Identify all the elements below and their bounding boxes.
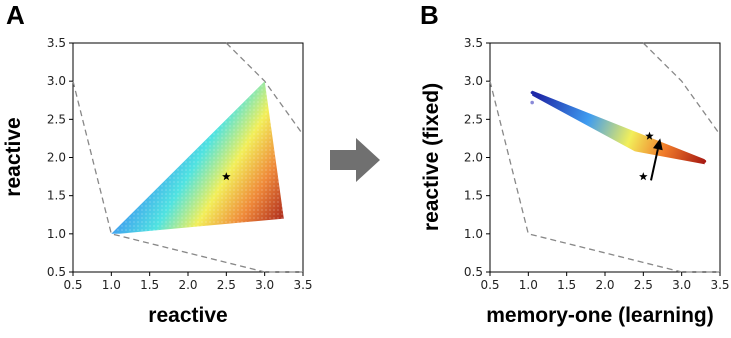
x-tick-label: 3.5 — [293, 278, 312, 292]
x-tick-label: 1.0 — [102, 278, 121, 292]
y-axis-label-b: reactive (fixed) — [420, 83, 443, 231]
data-region-a — [111, 81, 284, 234]
y-tick-label: 0.5 — [47, 265, 66, 279]
y-tick-label: 1.5 — [47, 189, 66, 203]
y-tick-label: 2.5 — [464, 112, 483, 126]
ticks-b: 0.5 1.0 1.5 2.0 2.5 3.0 3.5 0.5 1.0 1.5 2.0 2.5 3.0 3… — [464, 36, 730, 292]
x-axis-label-b: memory-one (learning) — [486, 304, 714, 327]
x-axis-label-a: reactive — [148, 304, 227, 327]
y-tick-label: 2.5 — [47, 112, 66, 126]
panel-b: 0.5 1.0 1.5 2.0 2.5 3.0 3.5 0.5 1.0 1.5 2.0 2.5 3.0 3… — [420, 36, 730, 327]
ticks-a: 0.5 1.0 1.5 2.0 2.5 3.0 3.5 0.5 1.0 1.5 2.0 2.5 3.0 3… — [47, 36, 313, 292]
isolated-point — [530, 100, 534, 105]
stars-a — [222, 172, 231, 181]
shift-arrow-head — [653, 138, 663, 151]
learning-band-ridge — [530, 91, 707, 163]
y-tick-label: 1.5 — [464, 189, 483, 203]
boundary-lower-line — [489, 81, 720, 273]
x-tick-label: 1.0 — [519, 278, 538, 292]
x-tick-label: 2.0 — [595, 278, 614, 292]
panel-letter-a: A — [6, 0, 25, 30]
y-tick-label: 2.0 — [464, 151, 483, 165]
x-tick-label: 3.5 — [710, 278, 729, 292]
x-tick-label: 3.0 — [255, 278, 274, 292]
shift-arrow-shaft — [650, 148, 659, 181]
x-tick-label: 2.0 — [178, 278, 197, 292]
y-tick-label: 3.5 — [47, 36, 66, 50]
shift-arrow-b — [650, 138, 663, 181]
x-tick-label: 0.5 — [480, 278, 499, 292]
y-tick-label: 1.0 — [47, 227, 66, 241]
star-marker — [222, 172, 231, 181]
y-tick-label: 3.0 — [47, 74, 66, 88]
x-tick-label: 1.5 — [557, 278, 576, 292]
y-tick-label: 0.5 — [464, 265, 483, 279]
x-tick-label: 1.5 — [140, 278, 159, 292]
panel-letter-b: B — [420, 0, 439, 30]
y-axis-label-a: reactive — [2, 117, 25, 196]
transition-arrow — [330, 138, 380, 182]
boundary-lines-b — [489, 42, 721, 273]
y-tick-label: 1.0 — [464, 227, 483, 241]
x-tick-label: 2.5 — [217, 278, 236, 292]
y-tick-label: 3.5 — [464, 36, 483, 50]
boundary-upper-line — [642, 42, 721, 135]
feasible-region-texture — [111, 81, 284, 234]
x-tick-label: 2.5 — [634, 278, 653, 292]
data-band-b — [530, 90, 707, 165]
x-tick-label: 3.0 — [672, 278, 691, 292]
x-tick-label: 0.5 — [63, 278, 82, 292]
stars-b — [639, 131, 654, 181]
boundary-lower-line — [72, 81, 303, 273]
y-tick-label: 2.0 — [47, 151, 66, 165]
panel-a: 0.5 1.0 1.5 2.0 2.5 3.0 3.5 0.5 1.0 1.5 2.0 2.5 3.0 3… — [2, 36, 313, 327]
star-marker-end — [645, 131, 654, 140]
y-tick-label: 3.0 — [464, 74, 483, 88]
star-marker-start — [639, 172, 648, 181]
